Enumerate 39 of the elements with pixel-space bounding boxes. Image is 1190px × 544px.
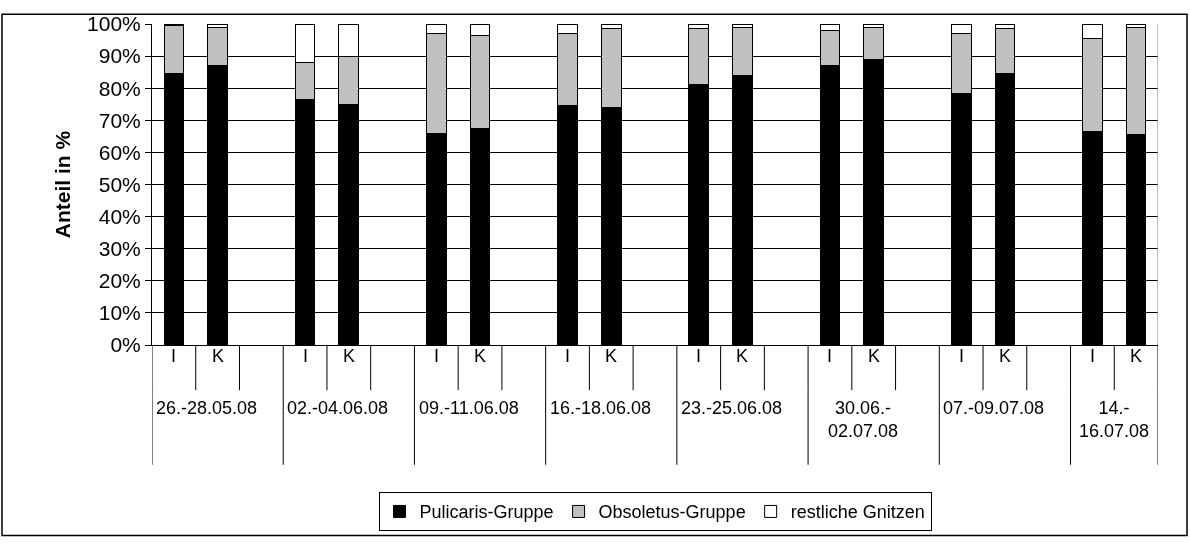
text: 30.06.- 02.07.08 (828, 398, 899, 442)
legend-label: Pulicaris-Gruppe (419, 502, 554, 523)
x-tick-label: I (565, 346, 571, 366)
x-tick-label: I (959, 346, 965, 366)
y-tick-label: 80% (98, 76, 141, 100)
y-tick-label: 0% (110, 333, 141, 357)
x-tick-label: I (171, 346, 177, 366)
legend-label: restliche Gnitzen (790, 502, 925, 523)
text: 09.-11.06.08 (419, 398, 519, 418)
x-tick-label: I (303, 346, 309, 366)
text: 23.-25.06.08 (681, 398, 783, 418)
text: 07.-09.07.08 (943, 398, 1045, 418)
x-tick-label: K (605, 346, 618, 366)
x-tick-label: K (212, 346, 225, 366)
x-tick-label: K (736, 346, 749, 366)
y-tick-label: 70% (98, 108, 141, 132)
y-tick-label: 100% (87, 12, 141, 36)
x-tick-label: K (474, 346, 487, 366)
x-tick-label: I (1090, 346, 1096, 366)
text: 26.-28.05.08 (156, 398, 258, 418)
text: 02.-04.06.08 (287, 398, 389, 418)
x-tick-label: I (827, 346, 833, 366)
text: 16.-18.06.08 (550, 398, 652, 418)
x-tick-label: I (696, 346, 702, 366)
y-tick-label: 20% (98, 269, 141, 293)
y-tick-label: 60% (98, 140, 141, 164)
y-tick-label: 10% (98, 301, 141, 325)
legend-label: Obsoletus-Gruppe (598, 502, 746, 523)
y-tick-label: 50% (98, 172, 141, 196)
x-tick-label: K (343, 346, 356, 366)
y-axis-title: Anteil in % (51, 130, 75, 239)
x-tick-label: K (999, 346, 1012, 366)
x-tick-label: K (1130, 346, 1143, 366)
y-tick-label: 30% (98, 237, 141, 261)
y-tick-label: 90% (98, 44, 141, 68)
text: 14.- 16.07.08 (1079, 398, 1150, 442)
y-tick-label: 40% (98, 204, 141, 228)
x-tick-label: K (868, 346, 881, 366)
x-tick-label: I (434, 346, 440, 366)
